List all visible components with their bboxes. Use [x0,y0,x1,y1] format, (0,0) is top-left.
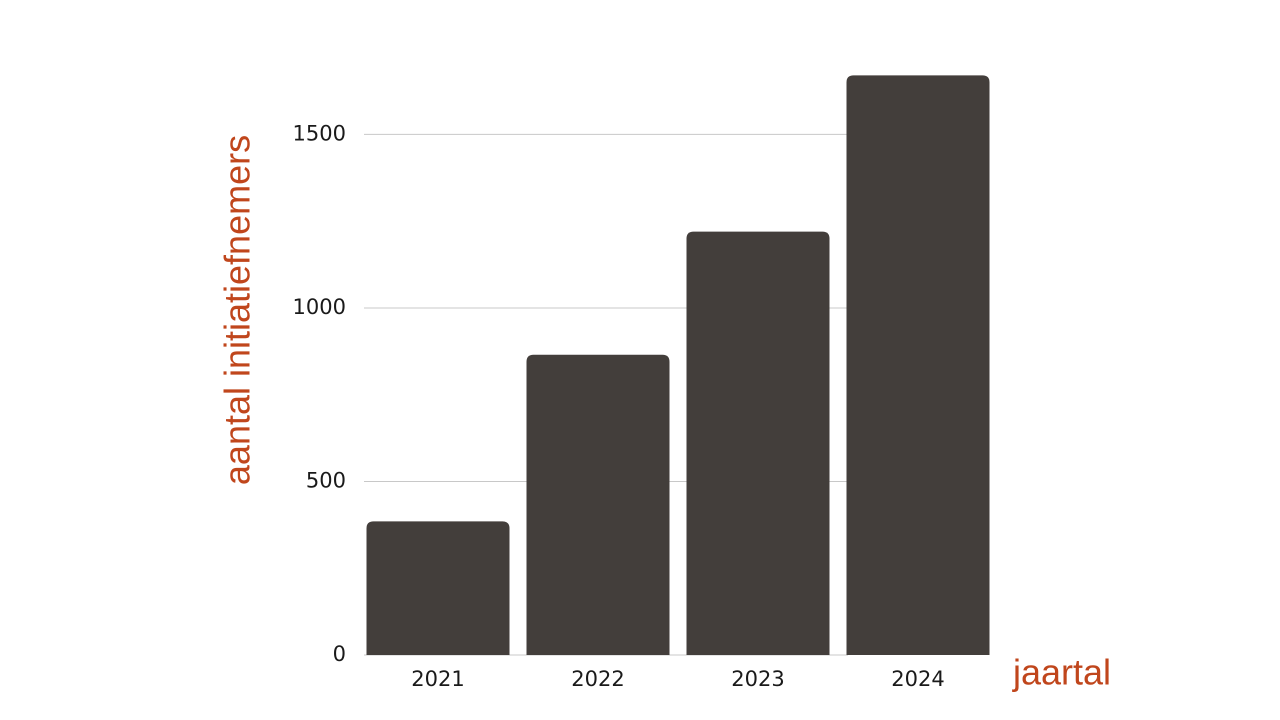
y-tick-label: 1500 [293,121,346,145]
bar [686,231,830,655]
bar [366,521,510,655]
y-axis-title: aantal initiatiefnemers [217,135,258,485]
x-tick-label: 2021 [411,667,464,691]
x-tick-label: 2022 [571,667,624,691]
x-tick-label: 2024 [891,667,944,691]
y-tick-label: 0 [333,642,346,666]
bar [526,354,670,655]
x-axis-title: jaartal [1012,652,1111,693]
y-tick-label: 500 [306,468,346,492]
bar [846,75,990,656]
x-tick-label: 2023 [731,667,784,691]
y-tick-label: 1000 [293,295,346,319]
